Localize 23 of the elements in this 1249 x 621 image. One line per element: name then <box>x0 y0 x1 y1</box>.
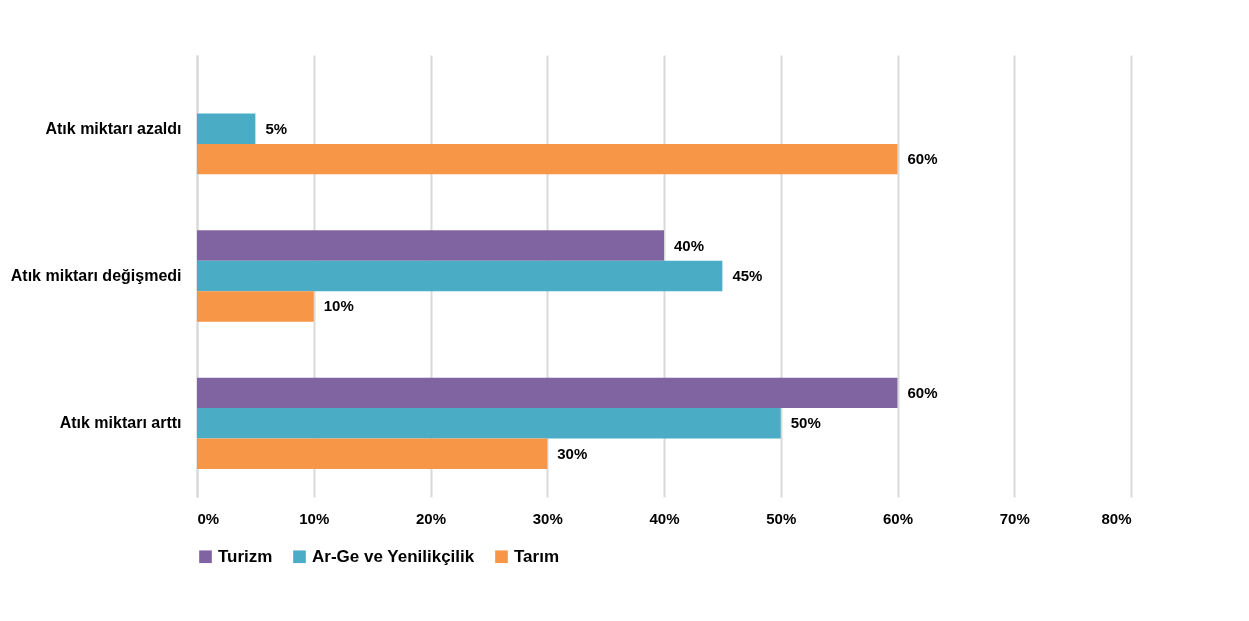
x-tick-label: 20% <box>415 509 447 527</box>
data-label: 40% <box>674 236 705 254</box>
x-tick-label: 30% <box>532 509 563 527</box>
legend-label: Ar-Ge ve Yenilikçilik <box>312 546 475 566</box>
data-label: 5% <box>265 119 288 137</box>
x-tick-label: 40% <box>649 509 680 527</box>
x-tick-label: 10% <box>299 509 330 527</box>
data-label: 10% <box>323 297 354 315</box>
y-tick-label: Atık miktarı değişmedi <box>10 267 182 284</box>
legend-label: Tarım <box>514 546 560 566</box>
data-label: 60% <box>907 150 938 168</box>
data-label: 60% <box>907 383 938 401</box>
data-label: 30% <box>557 444 588 462</box>
y-tick-label: Atık miktarı arttı <box>59 414 182 432</box>
legend-label: Turizm <box>218 546 273 566</box>
x-tick-label: 80% <box>1101 509 1132 527</box>
data-label: 50% <box>790 414 821 432</box>
x-tick-label: 0% <box>197 509 220 527</box>
x-tick-label: 70% <box>999 509 1030 527</box>
x-tick-label: 60% <box>882 509 914 527</box>
data-label: 45% <box>732 267 763 284</box>
x-tick-label: 50% <box>766 509 797 527</box>
y-tick-label: Atık miktarı azaldı <box>45 119 182 137</box>
